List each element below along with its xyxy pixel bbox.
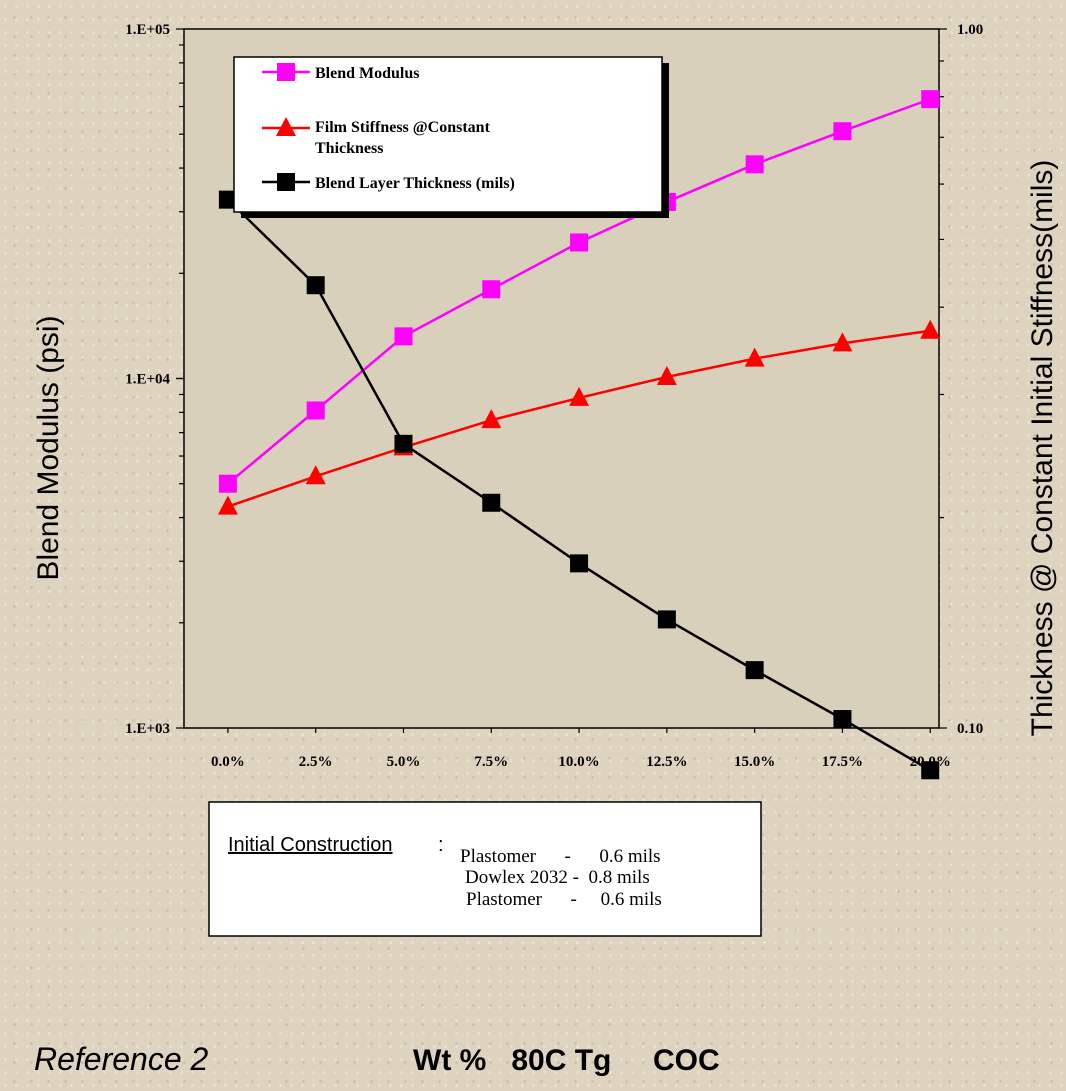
annotation-line-2: Dowlex 2032 - 0.8 mils	[465, 867, 650, 888]
legend-series-1-marker	[277, 63, 295, 81]
series-3-point	[394, 434, 413, 453]
axes: 1.E+03 1.E+04 1.E+05 0.10 1.00 0.0% 2.5% 5.0% 7.…	[125, 22, 983, 770]
legend: Blend Modulus Film Stiffness @Constant Thi…	[233, 56, 669, 218]
series-1-point	[306, 401, 325, 420]
series-1-point	[218, 474, 237, 493]
series-1-point	[833, 122, 852, 141]
y-tick-label: 1.E+05	[125, 22, 170, 38]
series-3-point	[218, 190, 237, 209]
series-1-point	[921, 90, 940, 109]
annotation-frame	[208, 801, 762, 937]
y2-axis-title: Thickness @ Constant Initial Stiffness(m…	[1026, 160, 1059, 737]
series-2-point	[481, 409, 502, 429]
legend-series-2-marker	[276, 117, 296, 136]
annotation-box: Initial Construction : Plastomer - 0.6 m…	[208, 801, 762, 937]
x-tick-label: 2.5%	[299, 754, 333, 770]
series-1-point	[745, 155, 764, 174]
series-3-point	[570, 554, 589, 573]
series-2-point	[920, 319, 941, 339]
y2-tick-label: 1.00	[957, 22, 983, 38]
series-1-point	[570, 233, 589, 252]
legend-box	[233, 56, 663, 213]
x-tick-label: 17.5%	[822, 754, 863, 770]
y-tick-label: 1.E+03	[125, 721, 170, 737]
reference-note: Reference 2	[34, 1041, 209, 1077]
series-3-point	[482, 493, 501, 512]
y-axis-title: Blend Modulus (psi)	[32, 315, 65, 580]
x-tick-label: 0.0%	[211, 754, 245, 770]
annotation-colon: :	[438, 834, 444, 856]
x-tick-label: 10.0%	[558, 754, 599, 770]
annotation-line-3: Plastomer - 0.6 mils	[466, 889, 662, 910]
legend-items: Blend Modulus Film Stiffness @Constant Thi…	[262, 63, 515, 192]
y-tick-label: 1.E+04	[125, 372, 170, 388]
series-3-point	[833, 710, 852, 729]
series-layer	[217, 90, 941, 780]
series-2-point	[217, 495, 238, 515]
series-3-point	[306, 276, 325, 295]
y2-tick-label: 0.10	[957, 721, 983, 737]
x-tick-label: 5.0%	[387, 754, 421, 770]
series-3-point	[921, 761, 940, 780]
x-tick-label: 12.5%	[646, 754, 687, 770]
legend-series-2-label: Film Stiffness @Constant	[315, 119, 491, 136]
series-2-point	[569, 386, 590, 406]
x-tick-label: 7.5%	[474, 754, 508, 770]
x-tick-label: 15.0%	[734, 754, 775, 770]
legend-series-3-marker	[277, 173, 295, 191]
annotation-line-1: Plastomer - 0.6 mils	[460, 846, 661, 867]
annotation-heading: Initial Construction	[228, 834, 393, 856]
series-3-point	[745, 661, 764, 680]
x-axis-title: Wt % 80C Tg COC	[413, 1044, 720, 1077]
legend-series-3-label: Blend Layer Thickness (mils)	[315, 175, 515, 192]
legend-series-1-label: Blend Modulus	[315, 65, 419, 82]
series-2-point	[744, 347, 765, 367]
series-3-point	[657, 610, 676, 629]
series-1-point	[394, 327, 413, 346]
series-2-point	[656, 365, 677, 385]
series-2-point	[305, 465, 326, 485]
series-2-point	[832, 332, 853, 352]
series-1-point	[482, 280, 501, 299]
legend-series-2-label-cont: Thickness	[315, 140, 383, 157]
